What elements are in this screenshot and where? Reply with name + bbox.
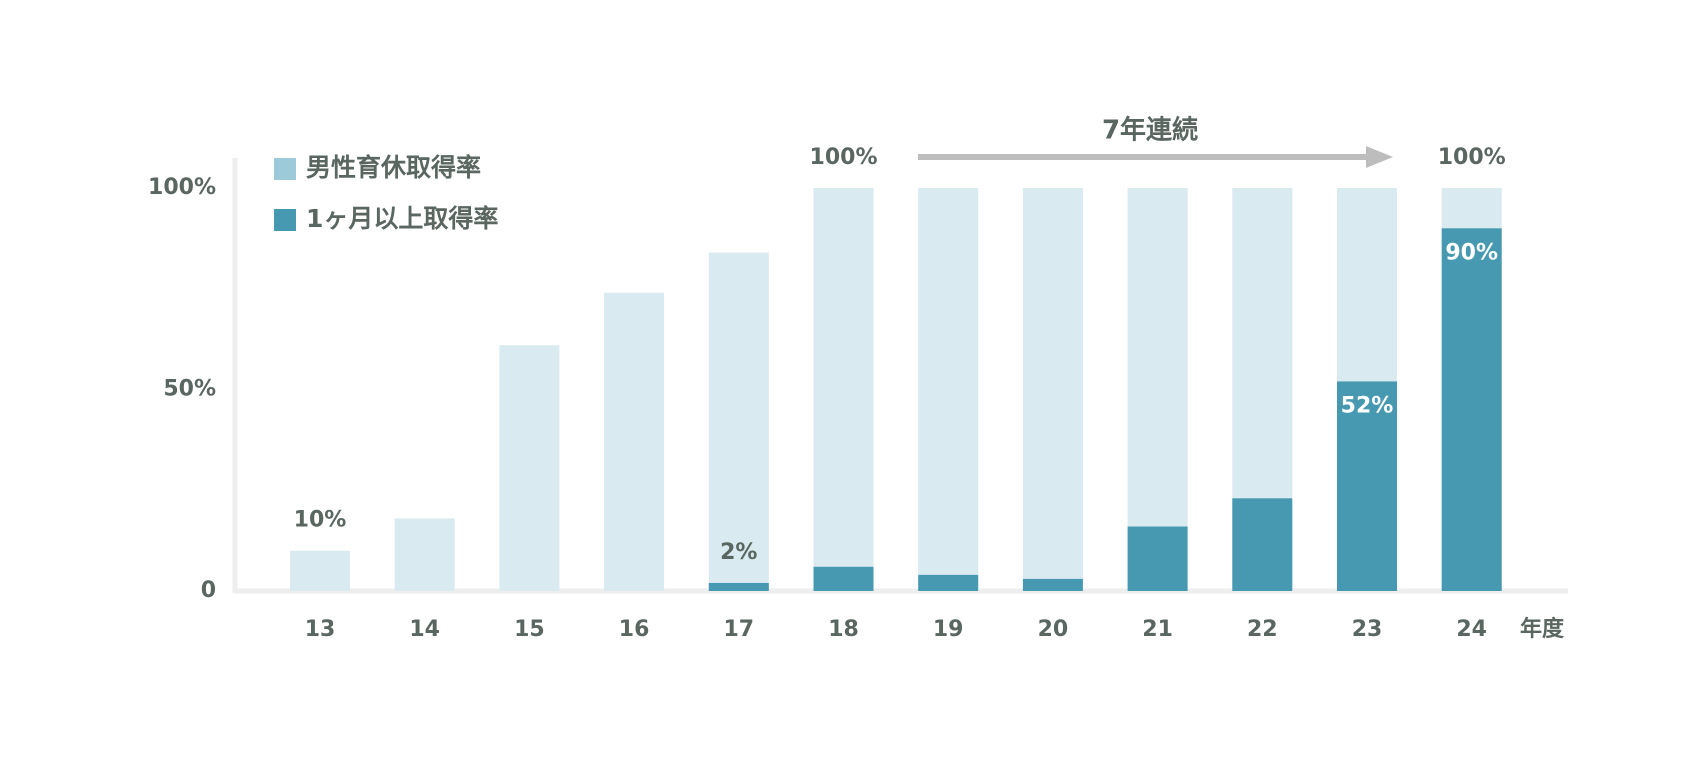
y-tick-label: 0	[201, 578, 216, 603]
data-label: 100%	[1438, 145, 1506, 170]
x-tick-label: 23	[1352, 617, 1383, 642]
bar	[1022, 578, 1083, 591]
x-axis-label: 年度	[1520, 616, 1565, 642]
bar	[708, 582, 769, 591]
x-tick-label: 19	[933, 617, 964, 642]
data-label: 90%	[1445, 240, 1498, 265]
bar	[1127, 526, 1188, 591]
bar	[290, 550, 350, 591]
x-tick-label: 20	[1038, 617, 1069, 642]
legend-swatch	[274, 158, 296, 180]
y-tick-label: 100%	[148, 175, 216, 200]
bar	[1127, 188, 1188, 591]
annotation-arrowhead	[1366, 146, 1393, 168]
bar	[1441, 228, 1502, 592]
legend-label: 1ヶ月以上取得率	[306, 204, 498, 233]
data-label: 52%	[1341, 393, 1394, 418]
bar	[813, 566, 874, 591]
y-tick-label: 50%	[163, 377, 216, 402]
data-label: 10%	[294, 508, 347, 533]
bar	[394, 518, 455, 591]
bar	[813, 188, 874, 591]
x-tick-label: 14	[409, 617, 440, 642]
x-tick-label: 15	[514, 617, 545, 642]
x-tick-label: 17	[723, 617, 754, 642]
bar	[918, 574, 979, 591]
x-tick-label: 21	[1142, 617, 1173, 642]
x-tick-label: 24	[1456, 617, 1487, 642]
bar	[1337, 381, 1397, 591]
x-tick-label: 13	[305, 617, 336, 642]
x-tick-label: 18	[828, 617, 859, 642]
bar	[918, 188, 979, 591]
bar	[499, 345, 560, 591]
bar	[708, 252, 769, 592]
legend-label: 男性育休取得率	[306, 153, 481, 182]
x-tick-label: 22	[1247, 617, 1278, 642]
bar	[1232, 498, 1293, 591]
bar	[1022, 188, 1083, 591]
annotation: 7年連続	[1102, 115, 1198, 146]
data-label: 2%	[720, 540, 757, 565]
data-label: 100%	[810, 145, 878, 170]
bar	[604, 292, 665, 591]
x-tick-label: 16	[619, 617, 650, 642]
legend-swatch	[274, 209, 296, 231]
